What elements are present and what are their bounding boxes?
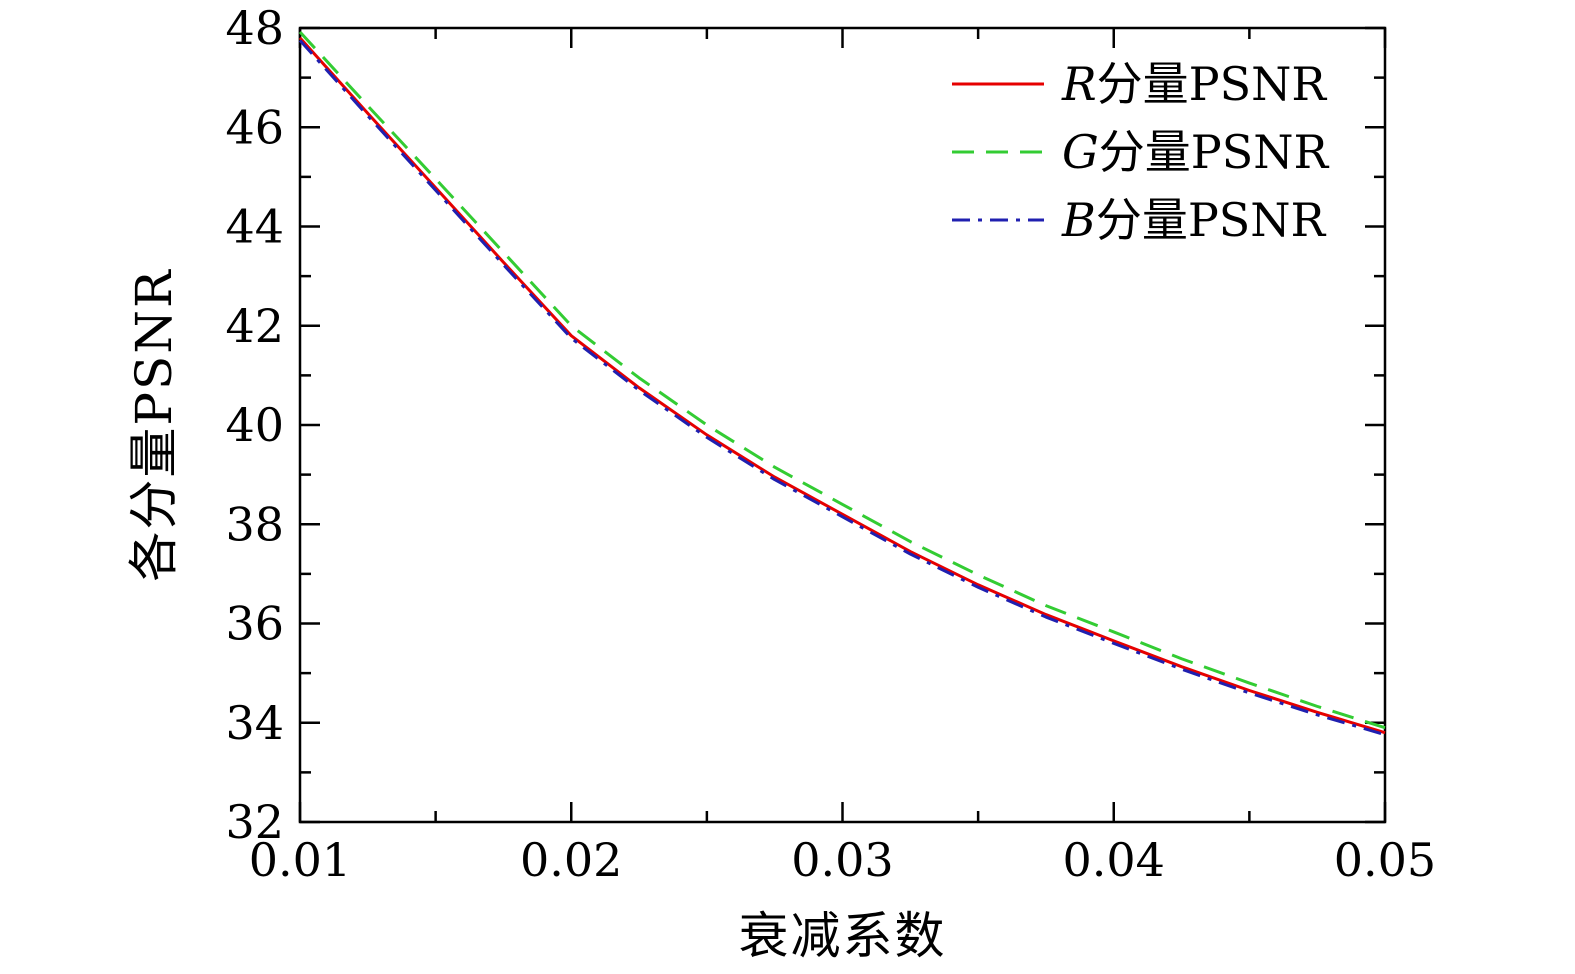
series-line-G: [298, 30, 1386, 730]
y-tick-label: 44: [225, 200, 284, 254]
x-axis-title: 衰减系数: [738, 907, 947, 965]
x-tick-label: 0.02: [520, 833, 622, 887]
y-tick-label: 46: [225, 100, 284, 154]
series-line-B: [298, 39, 1386, 737]
x-tick-label: 0.03: [791, 833, 893, 887]
y-tick-label: 40: [225, 398, 284, 452]
y-tick-label: 42: [225, 299, 284, 353]
y-tick-label: 38: [225, 497, 284, 551]
y-tick-label: 32: [225, 795, 284, 849]
legend-label-R: R分量PSNR: [1061, 57, 1327, 111]
legend-label-G: G分量PSNR: [1062, 125, 1329, 179]
x-tick-label: 0.01: [249, 833, 351, 887]
legend-label-B: B分量PSNR: [1061, 193, 1327, 247]
y-axis-title: 各分量PSNR: [125, 268, 183, 582]
y-tick-label: 34: [225, 696, 284, 750]
y-tick-label: 36: [225, 597, 284, 651]
x-tick-label: 0.04: [1063, 833, 1165, 887]
series-line-R: [298, 36, 1386, 735]
y-tick-label: 48: [225, 1, 284, 55]
x-tick-label: 0.05: [1334, 833, 1436, 887]
